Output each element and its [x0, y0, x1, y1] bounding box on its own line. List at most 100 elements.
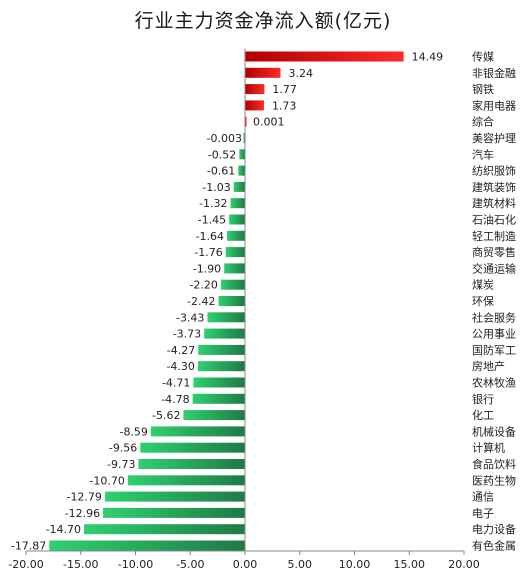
category-label: 建筑材料 — [472, 196, 516, 210]
category-label: 轻工制造 — [472, 229, 516, 243]
data-label: -1.03 — [202, 181, 230, 194]
x-tick-label: 15.00 — [394, 558, 426, 571]
bar — [245, 84, 265, 95]
bar — [245, 67, 281, 78]
x-tick-label: 10.00 — [339, 558, 371, 571]
category-label: 纺织服饰 — [472, 164, 516, 178]
data-label: -10.70 — [89, 474, 124, 487]
category-label: 社会服务 — [472, 310, 516, 324]
category-label: 交通运输 — [472, 261, 516, 275]
data-label: -3.43 — [176, 311, 204, 324]
bar — [227, 230, 245, 241]
category-label: 钢铁 — [472, 83, 494, 96]
category-label: 银行 — [472, 392, 494, 406]
chart-title: 行业主力资金净流入额(亿元) — [134, 10, 392, 32]
data-label: -5.62 — [152, 409, 180, 422]
bar — [204, 328, 245, 339]
bar — [245, 51, 404, 62]
data-label: 1.73 — [272, 99, 297, 112]
data-label: -9.56 — [109, 442, 137, 455]
data-label: -1.45 — [198, 214, 226, 227]
x-tick-label: 20.00 — [448, 558, 480, 571]
bar — [225, 247, 245, 258]
data-label: -2.42 — [187, 295, 215, 308]
data-label: -2.20 — [189, 279, 217, 292]
data-label: -4.71 — [162, 377, 190, 390]
bars-layer: 14.49 传媒 3.24 非银金融 1.77 钢铁 1.73 家用电器 0.001 综合 -0.0… — [11, 51, 516, 553]
bar — [150, 426, 245, 437]
bar — [183, 410, 245, 421]
data-label: -0.52 — [208, 148, 236, 161]
category-label: 国防军工 — [472, 343, 516, 357]
bar — [103, 507, 245, 518]
data-label: 1.77 — [272, 83, 297, 96]
data-label: -8.59 — [119, 425, 147, 438]
category-label: 建筑装饰 — [472, 180, 516, 194]
bar — [49, 540, 245, 551]
x-tick-label: -10.00 — [118, 558, 153, 571]
data-label: -17.87 — [11, 540, 46, 553]
data-label: -1.90 — [193, 262, 221, 275]
category-label: 家用电器 — [472, 98, 516, 112]
category-label: 传媒 — [472, 51, 494, 64]
x-tick-label: -5.00 — [176, 558, 204, 571]
category-label: 有色金属 — [472, 539, 516, 553]
data-label: -0.003 — [206, 132, 241, 145]
category-label: 商贸零售 — [472, 245, 516, 259]
category-label: 石油石化 — [472, 213, 516, 227]
bar — [239, 149, 245, 160]
bar — [238, 165, 245, 176]
category-label: 化工 — [472, 408, 494, 422]
bar — [233, 181, 245, 192]
x-tick-label: -15.00 — [63, 558, 98, 571]
category-label: 电子 — [472, 507, 494, 520]
bar — [245, 100, 264, 111]
axis-layer: -20.00 -15.00 -10.00 -5.00 0.00 5.00 10.00 15.0… — [8, 48, 480, 571]
data-label: -3.73 — [173, 328, 201, 341]
data-label: -14.70 — [46, 523, 81, 536]
bar — [229, 214, 245, 225]
bar — [243, 133, 245, 143]
data-label: -1.76 — [194, 246, 222, 259]
category-label: 计算机 — [472, 441, 505, 455]
category-label: 电力设备 — [472, 522, 516, 536]
bar — [197, 361, 245, 372]
bar — [207, 312, 245, 323]
category-label: 汽车 — [472, 147, 494, 161]
x-tick-label: 5.00 — [288, 558, 313, 571]
bar — [224, 263, 245, 274]
category-label: 食品饮料 — [472, 457, 516, 471]
data-label: -4.27 — [167, 344, 195, 357]
category-label: 煤炭 — [472, 279, 494, 292]
category-label: 医药生物 — [472, 473, 516, 487]
bar — [230, 198, 245, 209]
category-label: 环保 — [472, 294, 494, 308]
data-label: 0.001 — [253, 116, 285, 129]
bar — [192, 393, 245, 404]
bar — [245, 116, 247, 127]
data-label: -4.30 — [166, 360, 194, 373]
data-label: -1.64 — [196, 230, 224, 243]
bar — [218, 296, 245, 306]
data-label: -0.61 — [207, 165, 235, 178]
bar — [84, 524, 245, 535]
data-label: 3.24 — [288, 67, 313, 80]
category-label: 公用事业 — [472, 328, 516, 341]
category-label: 机械设备 — [472, 424, 516, 438]
bar — [138, 459, 245, 469]
data-label: -9.73 — [107, 458, 135, 471]
bar — [104, 491, 246, 502]
category-label: 综合 — [472, 115, 494, 129]
category-label: 房地产 — [472, 359, 505, 373]
category-label: 通信 — [472, 491, 494, 504]
bar — [198, 344, 245, 355]
data-label: -1.32 — [199, 197, 227, 210]
category-label: 非银金融 — [472, 66, 516, 80]
bar — [140, 442, 245, 453]
data-label: -12.96 — [65, 507, 100, 520]
bar — [127, 475, 245, 486]
data-label: -12.79 — [66, 491, 101, 504]
bar — [220, 279, 245, 290]
data-label: 14.49 — [412, 51, 444, 64]
